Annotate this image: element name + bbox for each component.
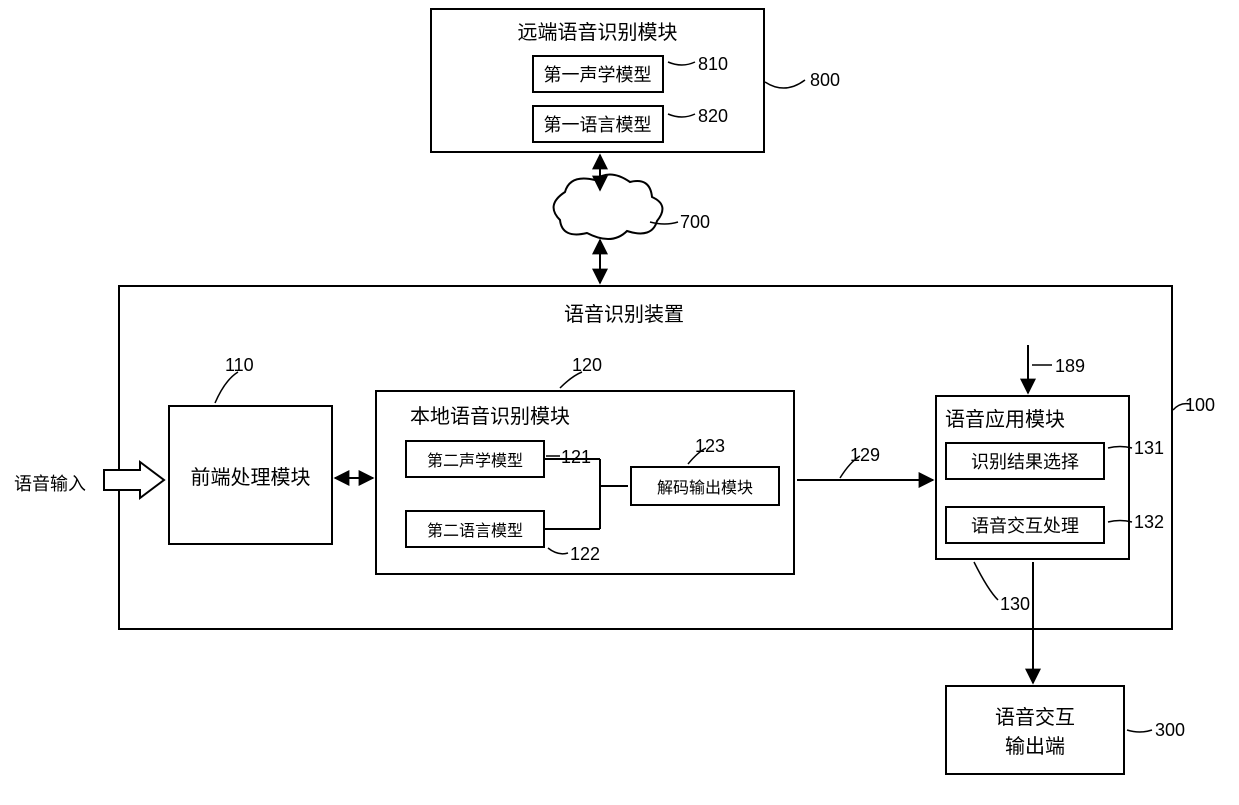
remote-acoustic-label: 第一声学模型 bbox=[544, 65, 652, 85]
remote-acoustic-box: 第一声学模型 bbox=[532, 55, 664, 93]
remote-language-ref: 820 bbox=[698, 106, 728, 127]
front-module-box: 前端处理模块 bbox=[168, 405, 333, 545]
local-decode-box: 解码输出模块 bbox=[630, 466, 780, 506]
app-top-ref: 189 bbox=[1055, 356, 1085, 377]
remote-module-box: 远端语音识别模块 第一声学模型 第一语言模型 bbox=[430, 8, 765, 153]
front-module-label: 前端处理模块 bbox=[191, 461, 311, 490]
local-decode-label: 解码输出模块 bbox=[657, 474, 753, 498]
app-ref: 130 bbox=[1000, 594, 1030, 615]
app-select-ref: 131 bbox=[1134, 438, 1164, 459]
remote-language-label: 第一语言模型 bbox=[544, 115, 652, 135]
app-interact-label: 语音交互处理 bbox=[971, 516, 1079, 536]
output-ref: 300 bbox=[1155, 720, 1185, 741]
app-title: 语音应用模块 bbox=[945, 403, 1065, 432]
remote-ref: 800 bbox=[810, 70, 840, 91]
output-box: 语音交互 输出端 bbox=[945, 685, 1125, 775]
remote-language-box: 第一语言模型 bbox=[532, 105, 664, 143]
network-label: 网络 bbox=[582, 210, 618, 236]
local-language-label: 第二语言模型 bbox=[427, 517, 523, 541]
local-acoustic-ref: 121 bbox=[561, 447, 591, 468]
input-label: 语音输入 bbox=[14, 470, 86, 496]
local-language-ref: 122 bbox=[570, 544, 600, 565]
app-interact-box: 语音交互处理 bbox=[945, 506, 1105, 544]
local-title: 本地语音识别模块 bbox=[410, 400, 570, 429]
app-select-label: 识别结果选择 bbox=[971, 452, 1079, 472]
app-interact-ref: 132 bbox=[1134, 512, 1164, 533]
output-line2: 输出端 bbox=[1005, 730, 1065, 759]
output-line1: 语音交互 bbox=[995, 701, 1075, 730]
local-acoustic-label: 第二声学模型 bbox=[427, 447, 523, 471]
front-ref: 110 bbox=[225, 355, 254, 376]
remote-acoustic-ref: 810 bbox=[698, 54, 728, 75]
remote-title: 远端语音识别模块 bbox=[518, 16, 678, 45]
local-out-ref: 129 bbox=[850, 445, 880, 466]
app-module-box: 语音应用模块 识别结果选择 语音交互处理 bbox=[935, 395, 1130, 560]
network-ref: 700 bbox=[680, 212, 710, 233]
local-decode-ref: 123 bbox=[695, 436, 725, 457]
local-acoustic-box: 第二声学模型 bbox=[405, 440, 545, 478]
local-language-box: 第二语言模型 bbox=[405, 510, 545, 548]
device-ref: 100 bbox=[1185, 395, 1215, 416]
app-select-box: 识别结果选择 bbox=[945, 442, 1105, 480]
local-ref: 120 bbox=[572, 355, 602, 376]
device-title: 语音识别装置 bbox=[564, 298, 684, 327]
